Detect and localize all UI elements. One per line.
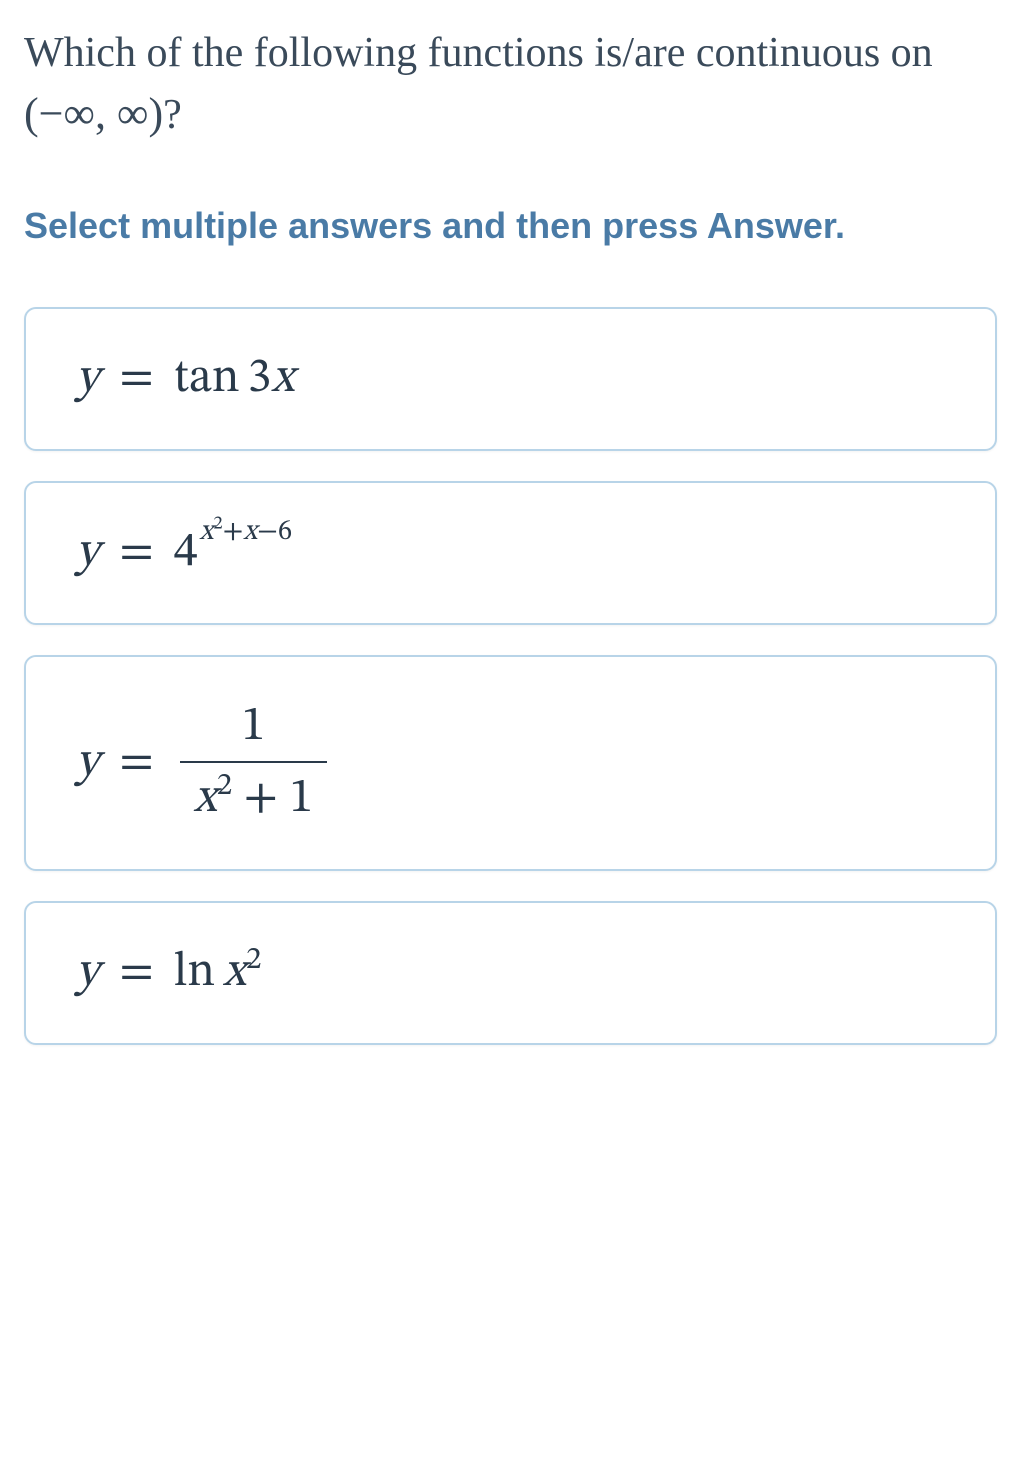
equals: = (119, 943, 154, 1003)
math-expr-2: y = 4x2+x−6 (76, 523, 945, 583)
equals: = (119, 733, 154, 793)
numerator: 1 (228, 697, 280, 761)
fn-ln: ln (174, 943, 215, 1003)
exponent: x2+x−6 (200, 517, 293, 546)
math-expr-3: y = 1 x2 + 1 (76, 697, 945, 829)
denominator: x2 + 1 (180, 761, 327, 829)
instruction-text: Select multiple answers and then press A… (24, 205, 997, 247)
y-var: y (76, 733, 99, 793)
answer-option-1[interactable]: y = tan 3x (24, 307, 997, 451)
fn-tan: tan (174, 349, 240, 409)
equals: = (119, 349, 154, 409)
equals: = (119, 523, 154, 583)
math-expr-4: y = ln x2 (76, 943, 945, 1003)
x-var: x (223, 949, 246, 997)
arg: x2 (223, 943, 261, 1003)
power-expr: 4x2+x−6 (174, 523, 292, 583)
fraction: 1 x2 + 1 (180, 697, 327, 829)
y-var: y (76, 523, 99, 583)
answer-option-2[interactable]: y = 4x2+x−6 (24, 481, 997, 625)
base: 4 (174, 529, 198, 577)
answer-option-4[interactable]: y = ln x2 (24, 901, 997, 1045)
x-var: x (271, 355, 294, 403)
question-interval: (−∞, ∞) (24, 89, 163, 138)
coef: 3 (248, 355, 272, 403)
answer-option-3[interactable]: y = 1 x2 + 1 (24, 655, 997, 871)
question-text: Which of the following functions is/are … (24, 24, 997, 145)
y-var: y (76, 349, 99, 409)
y-var: y (76, 943, 99, 1003)
question-prefix: Which of the following functions is/are … (24, 30, 933, 76)
math-expr-1: y = tan 3x (76, 349, 945, 409)
arg: 3x (248, 349, 295, 409)
question-suffix: ? (163, 92, 182, 138)
power: 2 (246, 945, 261, 976)
